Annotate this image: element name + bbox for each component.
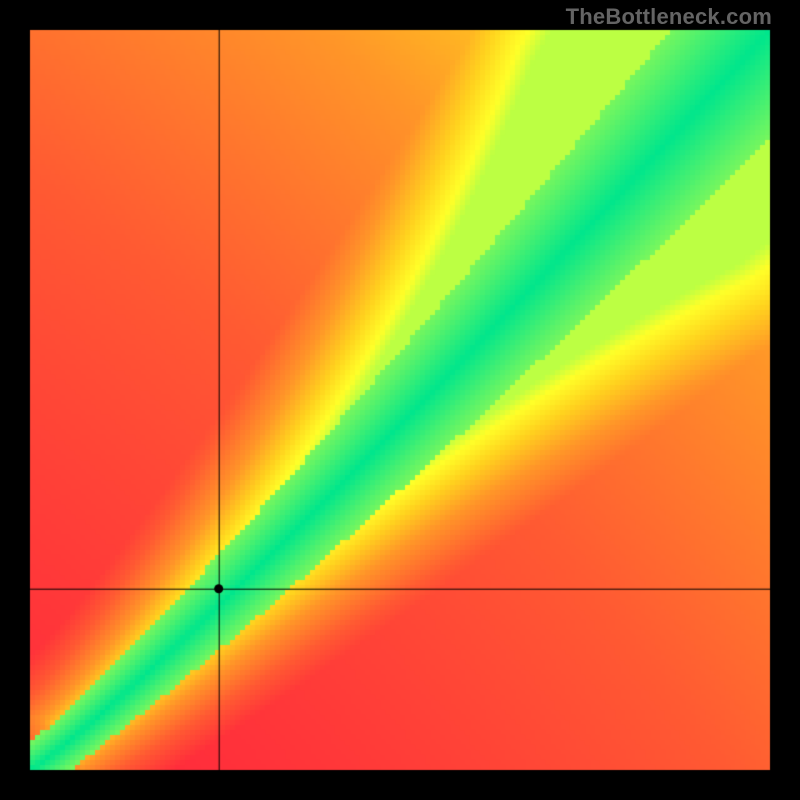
watermark-text: TheBottleneck.com	[566, 4, 772, 30]
chart-root: TheBottleneck.com	[0, 0, 800, 800]
heatmap-canvas	[0, 0, 800, 800]
